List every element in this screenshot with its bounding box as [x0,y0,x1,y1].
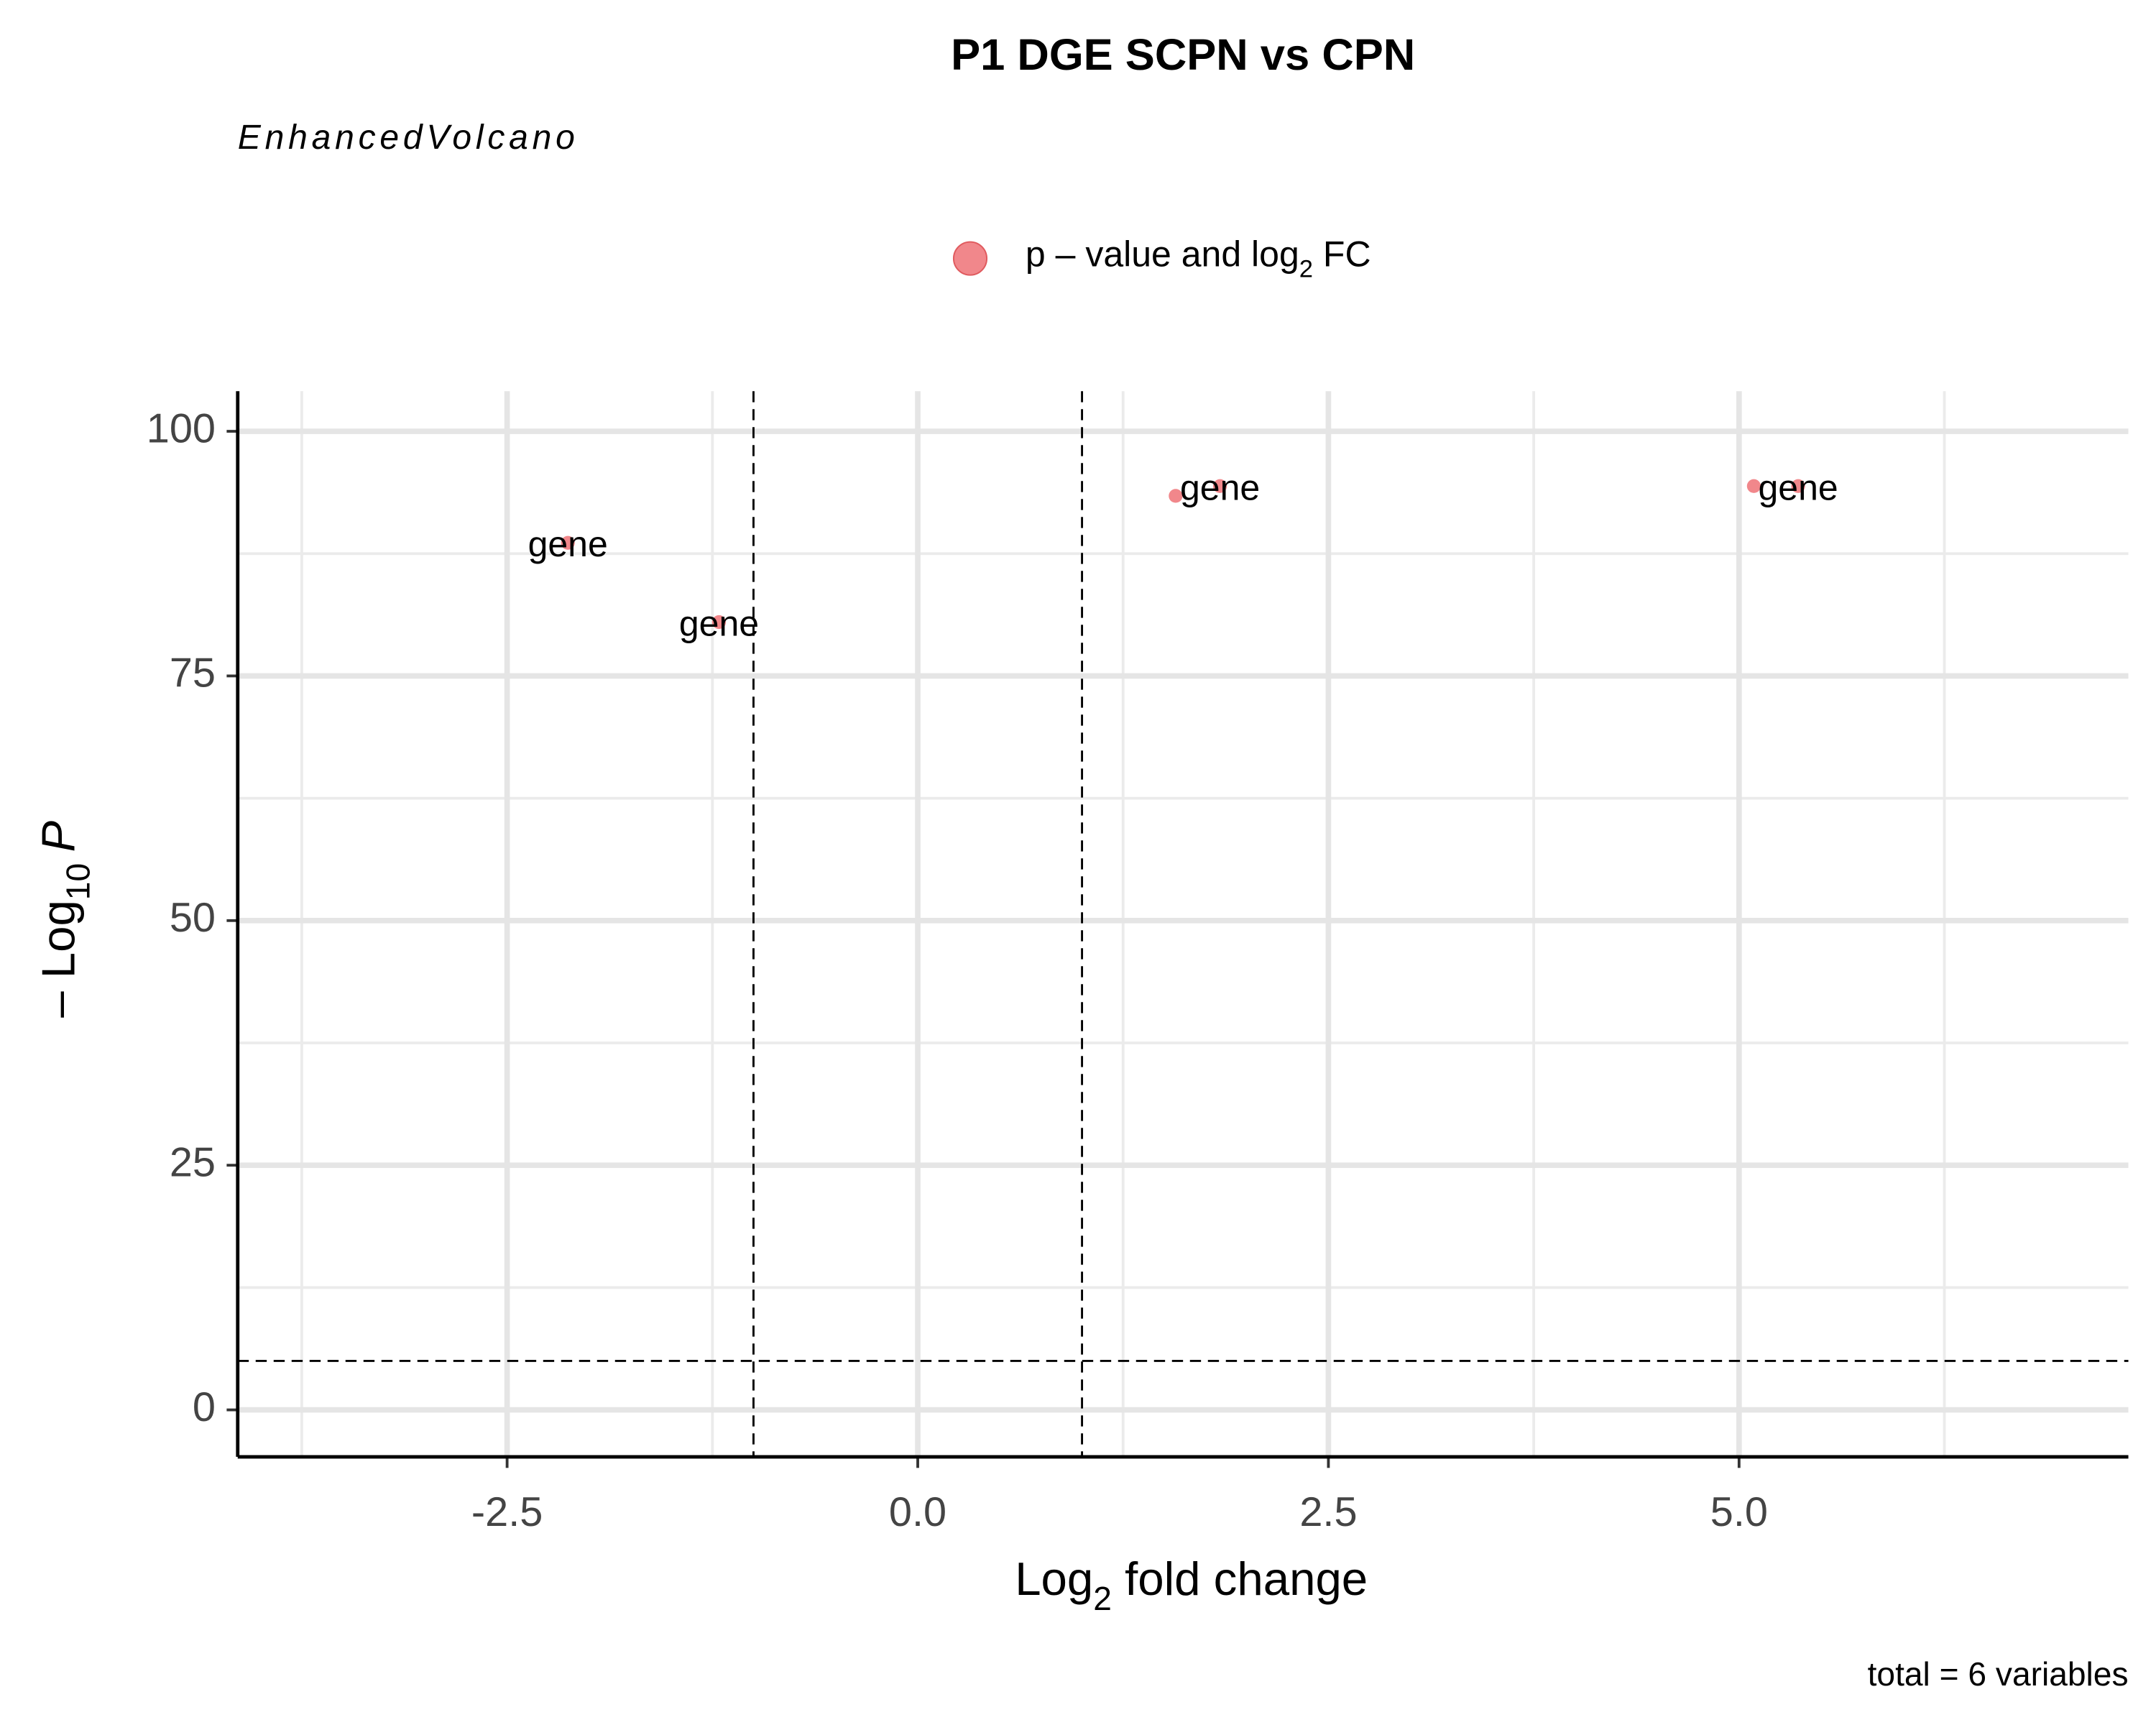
point [1212,479,1227,493]
chart-subtitle: EnhancedVolcano [238,118,579,157]
point-label: gene [1180,467,1260,507]
legend-text: FC [1313,234,1371,275]
point [561,535,575,550]
y-tick-label: 100 [147,405,216,451]
plot-area: -2.5 0.0 2.5 5.0 0 25 50 75 100 gene gene gene gene [147,391,2129,1535]
x-label-part: fold change [1112,1552,1368,1605]
x-tick-label: -2.5 [471,1489,543,1535]
legend-marker [952,241,988,276]
point [1791,479,1805,493]
y-axis-label: – Log10 P [32,820,97,1017]
point [1746,479,1761,493]
y-tick-label: 75 [170,650,216,696]
x-label-part: Log [1015,1552,1093,1605]
x-tick-label: 5.0 [1710,1489,1768,1535]
point [1169,489,1183,503]
y-tick-label: 25 [170,1139,216,1185]
y-label-part: 10 [60,863,97,900]
y-tick-label: 50 [170,895,216,941]
point-label: gene [528,524,608,564]
legend-text: 2 [1299,256,1313,283]
y-tick-label: 0 [193,1384,216,1430]
y-label-part: – Log [32,900,85,1018]
point [711,615,727,630]
x-tick-label: 0.0 [889,1489,946,1535]
x-label-part: 2 [1093,1580,1112,1617]
x-axis-label: Log2 fold change [1015,1552,1368,1617]
caption: total = 6 variables [1868,1655,2129,1693]
y-label-part: P [32,820,85,852]
chart-title: P1 DGE SCPN vs CPN [951,30,1415,80]
x-tick-label: 2.5 [1299,1489,1357,1535]
legend-label: p – value and log2 FC [1026,234,1371,283]
point-label: gene [679,604,759,644]
point-label: gene [1759,467,1838,507]
legend-text: p – value and log [1026,234,1299,275]
